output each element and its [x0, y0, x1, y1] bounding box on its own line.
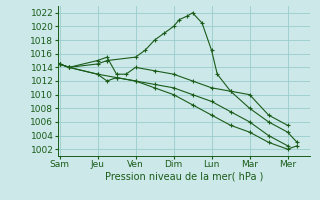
X-axis label: Pression niveau de la mer( hPa ): Pression niveau de la mer( hPa ) [105, 172, 263, 182]
